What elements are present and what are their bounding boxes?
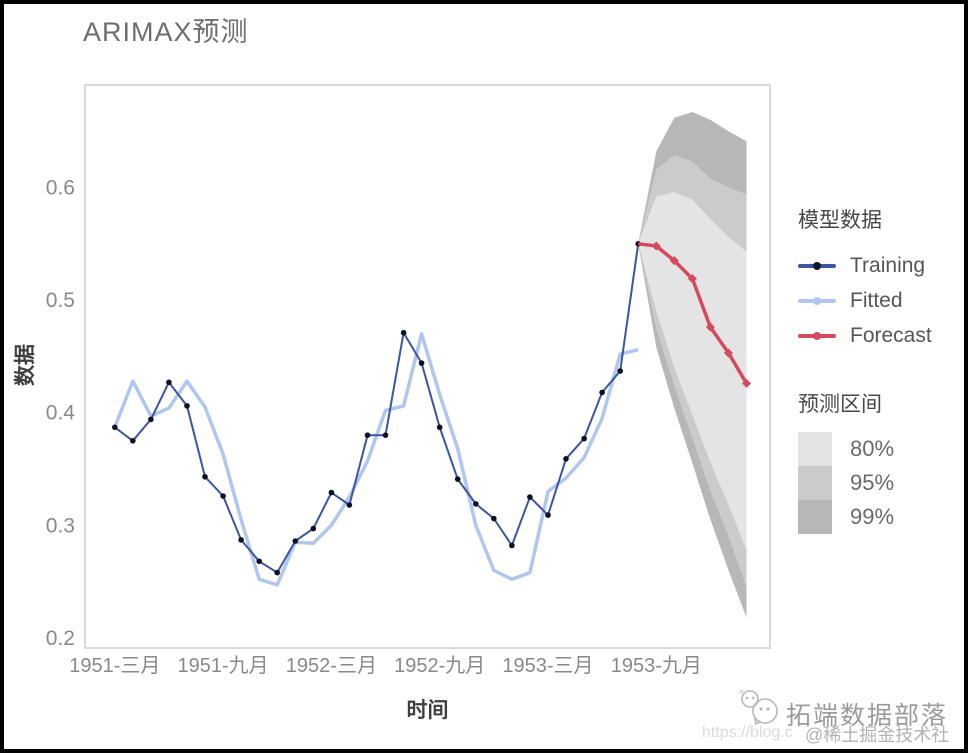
training-point [292, 538, 299, 544]
training-point [238, 537, 244, 543]
interval-80-swatch-icon [798, 432, 832, 466]
training-point [130, 438, 136, 444]
legend-models-title: 模型数据 [798, 208, 882, 232]
training-point [382, 432, 389, 439]
legend-intervals: 预测区间 80% 95% 99% [798, 388, 963, 534]
forecast-line-swatch-icon [798, 331, 836, 340]
legend-entry-80: 80% [798, 432, 963, 466]
watermark: 拓端数据部落 https://blog.c @稀土掘金技术社区 [700, 688, 960, 753]
legend-label-99: 99% [850, 504, 895, 529]
training-point [545, 512, 551, 518]
legend-entry-fitted: Fitted [798, 283, 963, 318]
legend-models: 模型数据 Training Fitted Forecast [798, 204, 963, 353]
training-point [184, 403, 190, 409]
y-tick-label: 0.6 [46, 176, 75, 199]
chart-title: ARIMAX预测 [83, 17, 249, 47]
x-axis-title: 时间 [406, 697, 449, 722]
training-point [256, 558, 263, 565]
training-point [220, 493, 226, 499]
training-point [202, 474, 208, 480]
legend-label-forecast: Forecast [850, 323, 932, 347]
legend-entry-training: Training [798, 248, 963, 283]
legend-label-fitted: Fitted [850, 288, 903, 312]
training-point [364, 432, 371, 439]
training-point [509, 542, 515, 549]
training-point [581, 435, 587, 442]
training-point [148, 416, 154, 423]
fitted-line-swatch-icon [798, 296, 836, 305]
training-point [473, 501, 479, 507]
training-point [400, 329, 407, 336]
interval-band-80% [638, 192, 747, 550]
legend-label-95: 95% [850, 470, 895, 495]
forecast-point [651, 241, 661, 251]
panel-border [84, 84, 771, 649]
y-tick-label: 0.4 [46, 402, 76, 425]
legend-intervals-title: 预测区间 [798, 392, 882, 416]
training-point [112, 424, 118, 431]
watermark-brand-text: 拓端数据部落 [786, 702, 949, 730]
training-point [166, 379, 172, 386]
training-line-swatch-icon [798, 261, 836, 270]
training-point [274, 569, 281, 576]
training-point [599, 389, 605, 396]
x-tick-label: 1951-三月 [69, 655, 160, 677]
forecast-point [741, 378, 752, 388]
training-point [527, 494, 533, 500]
training-point [491, 515, 497, 522]
interval-99-swatch-icon [798, 500, 832, 534]
legend-entry-99: 99% [798, 500, 963, 534]
legend-entry-95: 95% [798, 466, 963, 500]
training-point [346, 502, 353, 508]
x-tick-label: 1953-三月 [502, 655, 593, 677]
training-point [418, 360, 425, 366]
legend-entry-forecast: Forecast [798, 318, 963, 353]
training-line [114, 243, 640, 574]
x-tick-label: 1951-九月 [178, 654, 269, 677]
x-tick-label: 1952-三月 [286, 655, 377, 677]
x-tick-label: 1953-九月 [611, 654, 702, 677]
fitted-line [113, 332, 639, 587]
chat-bubbles-logo-icon [739, 689, 778, 726]
interval-95-swatch-icon [798, 466, 832, 500]
legend-label-training: Training [850, 253, 926, 277]
forecast-point [669, 256, 679, 266]
y-tick-label: 0.5 [46, 289, 75, 312]
legend-label-80: 80% [850, 436, 895, 461]
y-tick-label: 0.2 [46, 627, 75, 650]
training-point [328, 489, 335, 496]
x-tick-label: 1952-九月 [394, 654, 485, 677]
forecast-point [723, 348, 734, 358]
training-point [617, 368, 623, 374]
forecast-point [687, 274, 697, 284]
training-point [563, 456, 569, 462]
training-point [454, 476, 461, 482]
training-point [310, 525, 317, 532]
training-point [436, 424, 443, 431]
forecast-point [705, 322, 715, 332]
watermark-url-text: https://blog.c [702, 724, 793, 741]
watermark-community-text: @稀土掘金技术社区 [805, 725, 950, 753]
y-tick-label: 0.3 [46, 514, 75, 537]
